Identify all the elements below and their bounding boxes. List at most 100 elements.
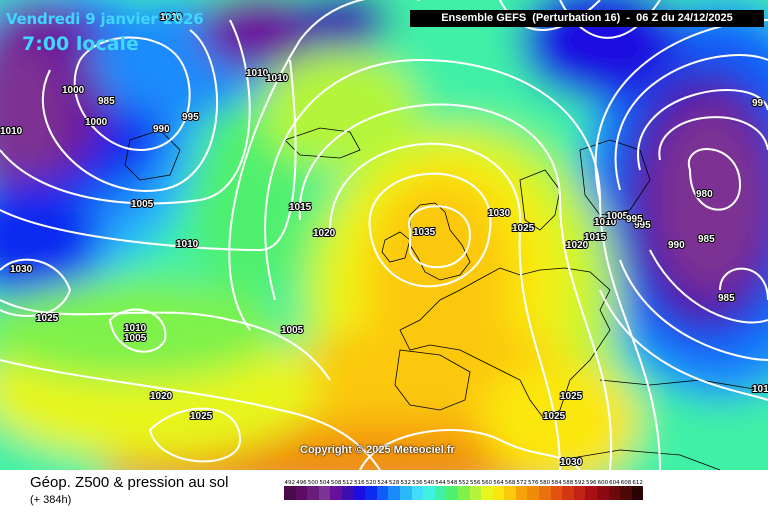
isobar-label: 1005 [131, 199, 154, 210]
color-scale-swatch [388, 486, 400, 500]
color-scale-swatch [318, 486, 331, 500]
color-scale-swatch [585, 486, 598, 500]
isobar-label: 990 [668, 240, 685, 251]
color-scale-swatch [423, 486, 435, 500]
color-scale-swatch [399, 486, 412, 500]
isobar-label: 1000 [85, 117, 108, 128]
color-scale-label: 596 [585, 480, 597, 486]
isobar-label: 1025 [190, 411, 213, 422]
color-scale-label: 516 [354, 480, 365, 486]
isobar-label: 1010 [124, 323, 147, 334]
coastlines [124, 127, 761, 470]
color-scale-label: 612 [632, 480, 643, 486]
isobar-label: 980 [696, 189, 713, 200]
isobar-label: 101 [752, 384, 768, 395]
isobar-label: 1020 [150, 391, 173, 402]
isobar-label: 99 [752, 98, 764, 109]
color-scale-label: 608 [620, 480, 632, 486]
color-scale-swatch [562, 486, 574, 500]
color-scale-swatch [341, 486, 354, 500]
isobar-label: 990 [153, 124, 170, 135]
color-scale-label: 552 [458, 480, 469, 486]
color-scale-swatch [295, 486, 308, 500]
forecast-time: 7:00 locale [22, 33, 139, 55]
color-scale-label: 508 [330, 480, 342, 486]
forecast-lead-time: (+ 384h) [30, 494, 72, 506]
map-title: Géop. Z500 & pression au sol [30, 474, 229, 491]
color-scale-swatch [469, 486, 482, 500]
color-scale-label: 536 [412, 480, 423, 486]
isobar-label: 1010 [160, 12, 183, 23]
map-canvas: 1000 985 1000 990 995 1010 1010 1005 101… [0, 0, 768, 470]
isobar-label: 995 [182, 112, 199, 123]
color-scale-swatch [492, 486, 505, 500]
color-scale-label: 588 [562, 480, 574, 486]
isobar-label: 1010 [176, 239, 199, 250]
color-scale-label: 496 [296, 480, 307, 486]
color-scale-swatch [434, 486, 447, 500]
isobar-label: 1035 [413, 227, 436, 238]
run-info-banner: Ensemble GEFS (Perturbation 16) - 06 Z d… [410, 10, 764, 27]
color-scale-swatch [504, 486, 516, 500]
color-scale-label: 576 [528, 480, 539, 486]
isobar-lines [0, 0, 768, 470]
color-scale-swatch [515, 486, 528, 500]
isobar-label: 1030 [560, 457, 583, 468]
isobar-label: 985 [98, 96, 115, 107]
color-scale-swatch [330, 486, 342, 500]
isobar-label: 1015 [584, 232, 607, 243]
copyright-notice: Copyright © 2025 Meteociel.fr [300, 444, 455, 456]
isobar-label: 1020 [313, 228, 336, 239]
geopotential-field [0, 0, 768, 470]
color-scale-label: 520 [365, 480, 377, 486]
isobar-label: 1010 [266, 73, 289, 84]
color-scale-label: 540 [423, 480, 435, 486]
color-scale-swatch [539, 486, 551, 500]
isobar-label: 1000 [62, 85, 85, 96]
isobar-label: 1020 [566, 240, 589, 251]
color-scale-label: 492 [284, 480, 296, 486]
color-scale-label: 600 [597, 480, 609, 486]
color-scale-swatch [608, 486, 621, 500]
color-scale-label: 560 [481, 480, 493, 486]
color-scale-swatch [573, 486, 586, 500]
color-scale-swatch [411, 486, 424, 500]
isobar-labels: 1000 985 1000 990 995 1010 1010 1005 101… [0, 11, 768, 469]
color-scale-label: 556 [470, 480, 481, 486]
color-scale-label: 528 [388, 480, 400, 486]
isobar-label: 985 [698, 234, 715, 245]
isobar-label: 1010 [594, 217, 617, 228]
color-scale-swatch [446, 486, 458, 500]
isobar-label: 1025 [543, 411, 566, 422]
color-scale-label: 544 [435, 480, 446, 486]
color-scale-swatch [550, 486, 563, 500]
isobar-label: 1005 [124, 333, 147, 344]
color-scale-label: 564 [493, 480, 504, 486]
isobar-label: 1030 [10, 264, 33, 275]
isobar-label: 1005 [281, 325, 304, 336]
color-scale-label: 500 [307, 480, 319, 486]
isobar-label: 1010 [0, 126, 23, 137]
color-scale-swatch [597, 486, 609, 500]
isobar-label: 1025 [512, 223, 535, 234]
color-scale-label: 584 [551, 480, 562, 486]
color-scale-swatch [284, 486, 296, 500]
color-scale: 492 496 500 504 508 512 516 520 524 528 532 536 540 5… [284, 480, 644, 506]
color-scale-label: 572 [516, 480, 527, 486]
color-scale-swatch [307, 486, 319, 500]
isobar-label: 985 [718, 293, 735, 304]
isobar-label: 1025 [560, 391, 583, 402]
isobar-label: 995 [634, 220, 651, 231]
color-scale-labels: 492 496 500 504 508 512 516 520 524 528 532 536 540 5… [284, 480, 643, 486]
color-scale-swatch [457, 486, 470, 500]
color-scale-label: 504 [319, 480, 330, 486]
color-scale-label: 604 [609, 480, 620, 486]
color-scale-swatch [353, 486, 366, 500]
color-scale-label: 580 [539, 480, 551, 486]
color-scale-swatch [631, 486, 644, 500]
color-scale-swatch [376, 486, 389, 500]
color-scale-label: 592 [574, 480, 585, 486]
isobar-label: 1025 [36, 313, 59, 324]
color-scale-swatches [284, 486, 644, 500]
color-scale-swatch [527, 486, 540, 500]
